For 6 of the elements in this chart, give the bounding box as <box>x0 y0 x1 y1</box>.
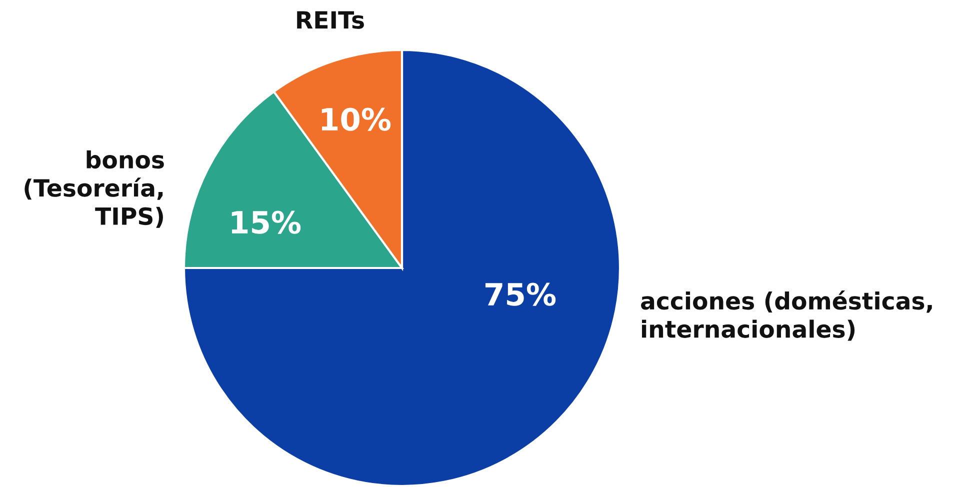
slice-label: acciones (domésticas, internacionales) <box>641 290 932 341</box>
data-label: 15% <box>232 210 301 234</box>
data-label: 75% <box>485 282 556 306</box>
slice-label: REITs <box>297 11 364 29</box>
data-label: 10% <box>322 108 391 131</box>
slice-label: bonos (Tesorería, TIPS) <box>24 150 164 228</box>
